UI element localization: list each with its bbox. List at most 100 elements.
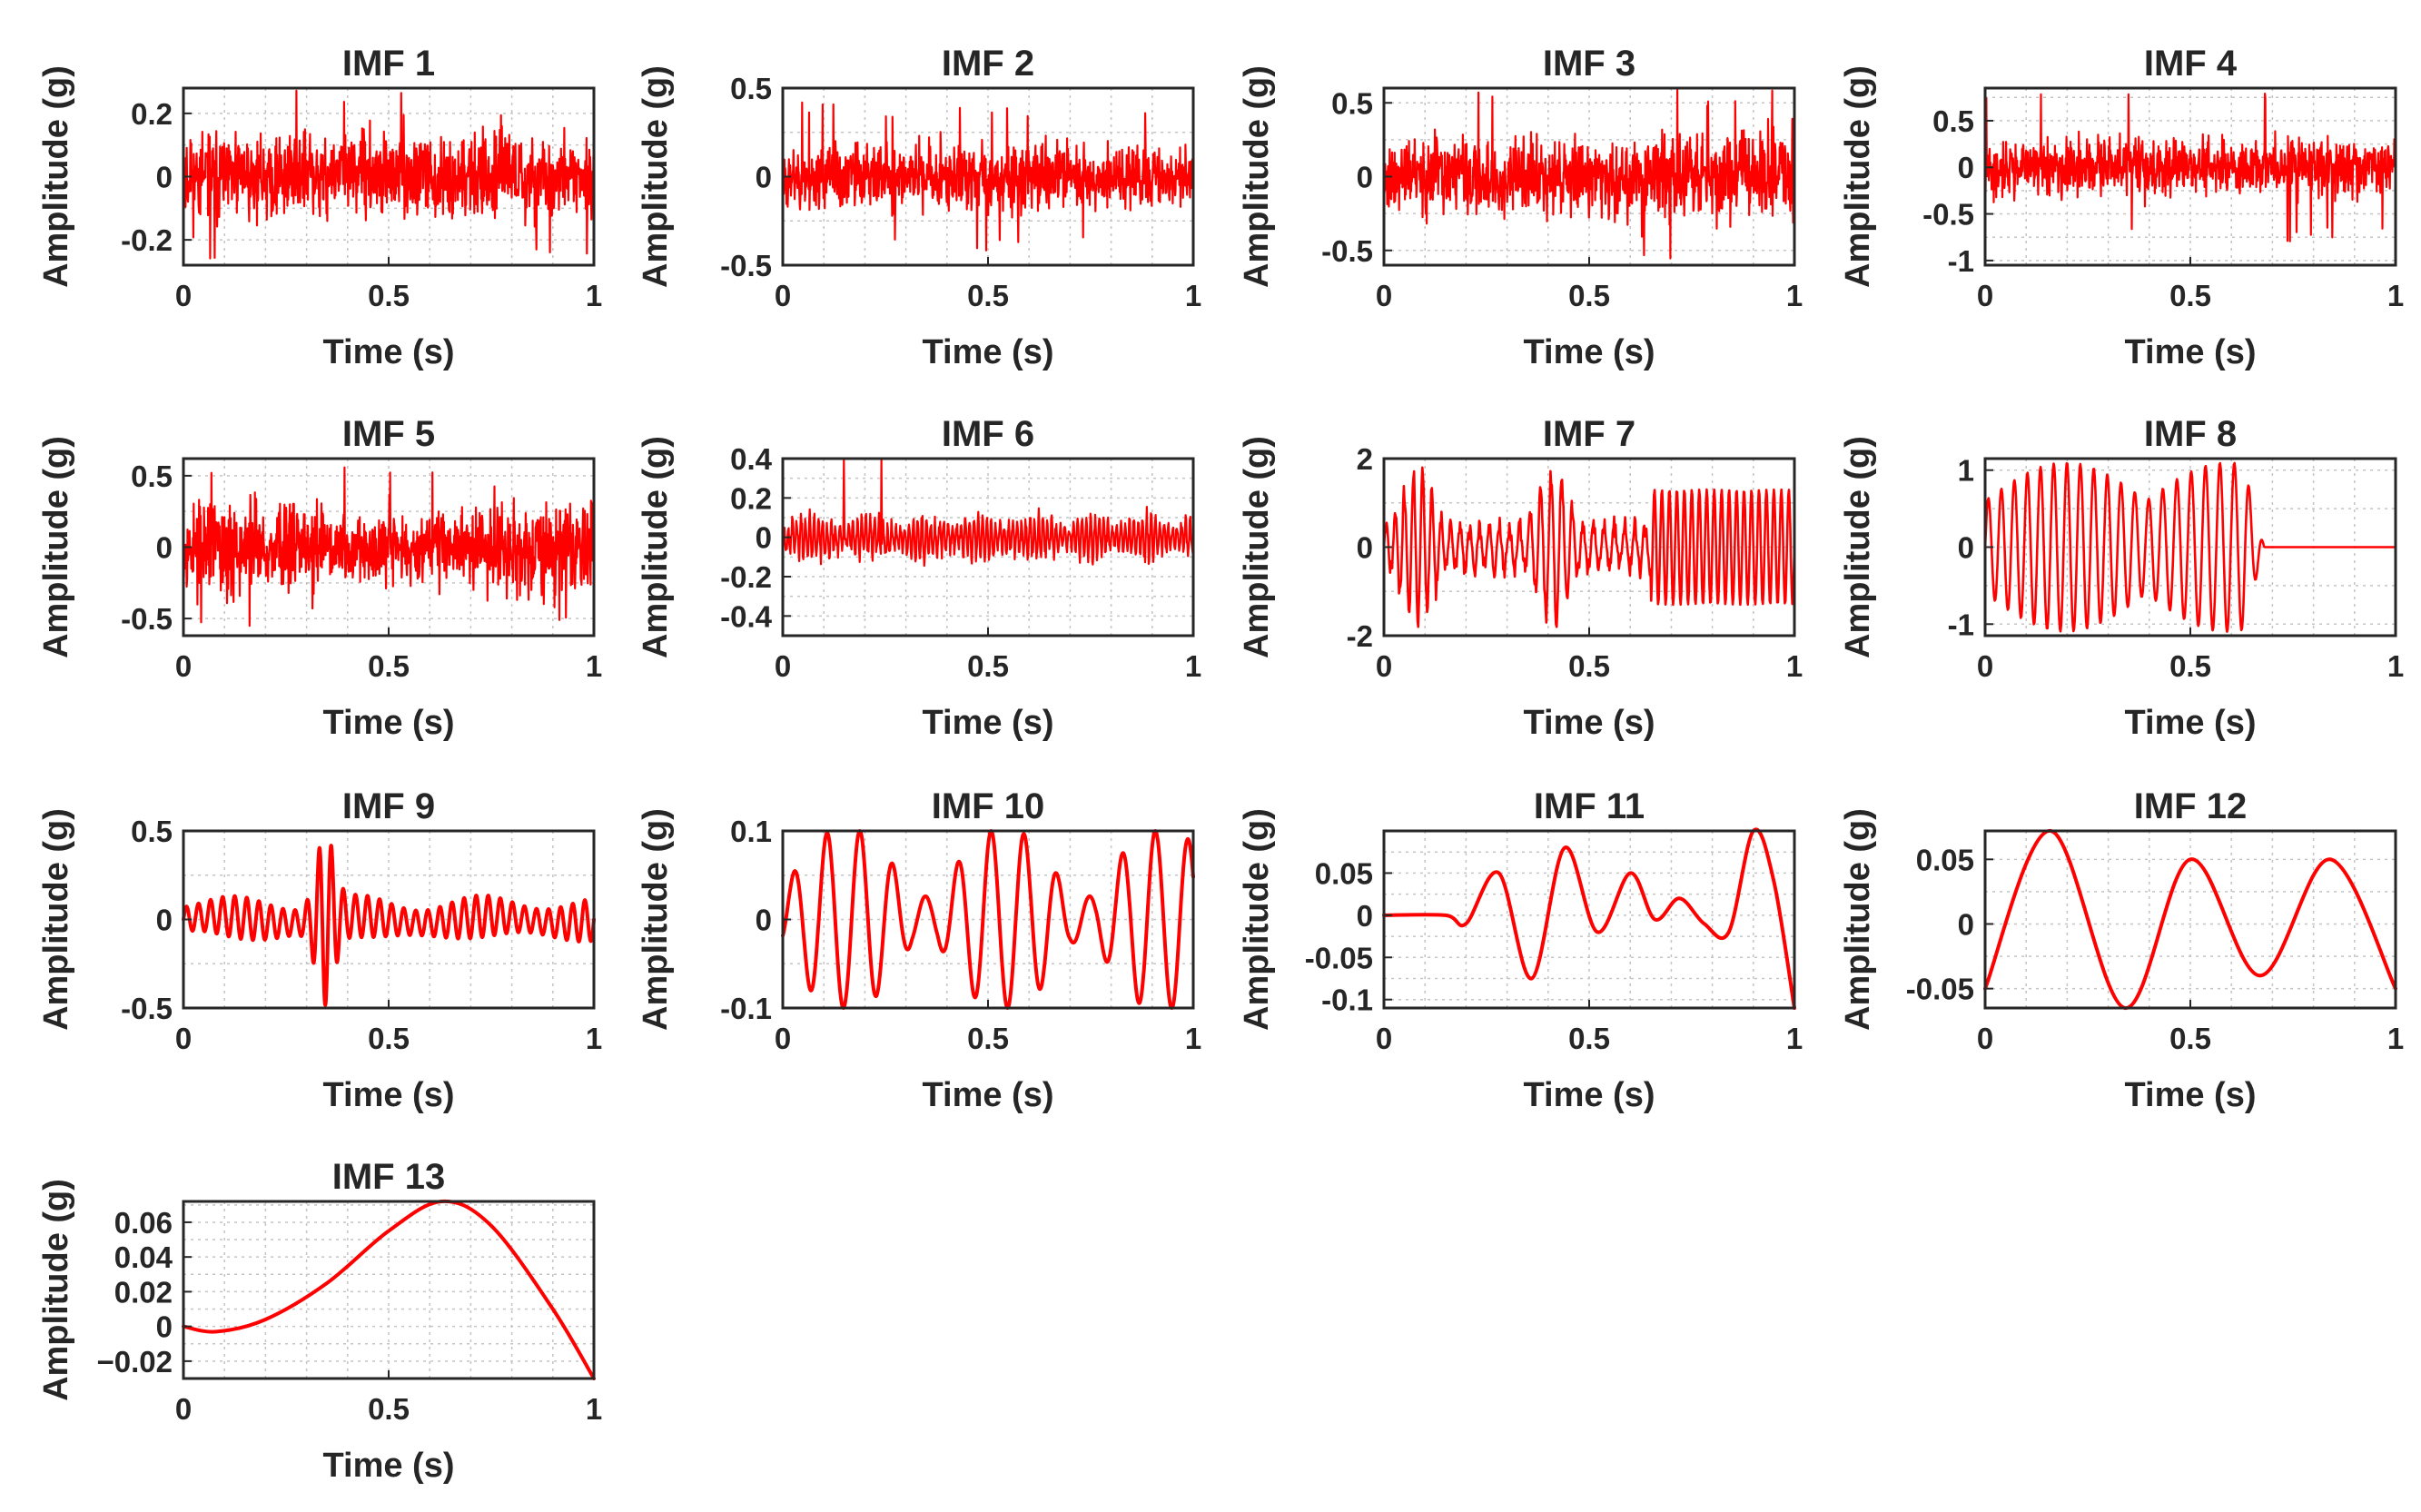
imf-11-ylabel: Amplitude (g)	[1238, 808, 1276, 1031]
imf-8-series-line	[1983, 461, 2397, 633]
imf-5-xtick-label: 0.5	[368, 649, 410, 683]
imf-10-xlabel: Time (s)	[922, 1076, 1053, 1114]
imf-5-ytick-label: 0.5	[131, 460, 173, 493]
imf-10-ytick-label: -0.1	[720, 992, 772, 1025]
imf-1-xtick-label: 0.5	[368, 279, 410, 312]
imf-11-ytick-label: -0.1	[1321, 983, 1373, 1017]
imf-8-title: IMF 8	[2144, 414, 2237, 454]
imf-12-xtick-label: 0.5	[2169, 1022, 2211, 1055]
imf-7-xtick-label: 1	[1786, 649, 1803, 683]
imf-12-xlabel: Time (s)	[2124, 1076, 2256, 1114]
imf-2-ytick-label: 0.5	[730, 72, 772, 105]
imf-3-ytick-label: 0	[1357, 161, 1373, 194]
imf-1-title: IMF 1	[342, 44, 435, 84]
imf-11-xtick-label: 0	[1376, 1022, 1392, 1055]
imf-8-xlabel: Time (s)	[2124, 704, 2256, 742]
imf-2-ylabel: Amplitude (g)	[637, 65, 675, 288]
imf-6-series-line	[781, 457, 1195, 568]
imf-1-ytick-label: -0.2	[121, 223, 173, 257]
imf-9-title: IMF 9	[342, 786, 435, 826]
imf-11-ytick-label: -0.05	[1305, 941, 1373, 974]
imf-2-xtick-label: 0.5	[967, 279, 1009, 312]
imf-13-series-line	[182, 1199, 596, 1380]
imf-3-ytick-label: 0.5	[1331, 86, 1373, 120]
imf-6-xtick-label: 1	[1185, 649, 1201, 683]
imf-7-ylabel: Amplitude (g)	[1238, 436, 1276, 658]
imf-7-series-line	[1382, 466, 1796, 628]
imf-13-xlabel: Time (s)	[322, 1447, 454, 1485]
imf-9-ylabel: Amplitude (g)	[37, 808, 75, 1031]
imf-6-panel: 0 0.5 1 -0.4 -0.2 0 0.2 0.4 IMF 6 Time (s) Amplitu…	[637, 414, 1201, 742]
imf-4-panel: 0 0.5 1 -1 -0.5 0 0.5 IMF 4 Time (s) Amplitude (g…	[1839, 44, 2404, 371]
imf-10-title: IMF 10	[932, 786, 1044, 826]
imf-1-ytick-label: 0.2	[131, 97, 173, 131]
imf-4-title: IMF 4	[2144, 44, 2238, 84]
imf-10-series-line	[781, 829, 1195, 1010]
imf-12-ylabel: Amplitude (g)	[1839, 808, 1877, 1031]
imf-1-xlabel: Time (s)	[322, 333, 454, 371]
imf-11-xlabel: Time (s)	[1523, 1076, 1655, 1114]
imf-3-ytick-label: -0.5	[1321, 234, 1373, 268]
imf-2-title: IMF 2	[942, 44, 1034, 84]
imf-7-xtick-label: 0.5	[1568, 649, 1610, 683]
imf-7-ytick-label: 0	[1357, 531, 1373, 565]
imf-11-ytick-label: 0.05	[1315, 856, 1373, 890]
imf-11-series-line	[1382, 827, 1796, 1010]
imf-8-ylabel: Amplitude (g)	[1839, 436, 1877, 658]
imf-9-xtick-label: 0.5	[368, 1022, 410, 1055]
imf-2-ytick-label: 0	[756, 161, 772, 194]
imf-7-title: IMF 7	[1543, 414, 1635, 454]
imf-11-xtick-label: 1	[1786, 1022, 1803, 1055]
imf-3-title: IMF 3	[1543, 44, 1635, 84]
imf-11-xtick-label: 0.5	[1568, 1022, 1610, 1055]
imf-13-grid	[183, 1201, 594, 1379]
imf-1-ytick-label: 0	[156, 161, 173, 194]
imf-10-ytick-label: 0.1	[730, 815, 772, 848]
imf-13-ytick-label: 0.02	[114, 1275, 173, 1309]
imf-6-ytick-label: 0	[756, 521, 772, 555]
imf-4-ylabel: Amplitude (g)	[1839, 65, 1877, 288]
imf-7-xlabel: Time (s)	[1523, 704, 1655, 742]
imf-5-ytick-label: 0	[156, 531, 173, 565]
imf-2-xlabel: Time (s)	[922, 333, 1053, 371]
imf-4-xtick-label: 0	[1977, 279, 1993, 312]
imf-13-ytick-label: 0.06	[114, 1206, 173, 1240]
imf-9-ytick-label: 0	[156, 904, 173, 937]
imf-9-ytick-label: 0.5	[131, 815, 173, 848]
imf-5-xlabel: Time (s)	[322, 704, 454, 742]
imf-12-ytick-label: 0.05	[1916, 843, 1974, 876]
imf-8-ytick-label: 1	[1958, 454, 1974, 488]
imf-6-ylabel: Amplitude (g)	[637, 436, 675, 658]
imf-9-xlabel: Time (s)	[322, 1076, 454, 1114]
imf-6-xlabel: Time (s)	[922, 704, 1053, 742]
imf-6-ytick-label: -0.2	[720, 560, 772, 594]
imf-10-xtick-label: 0.5	[967, 1022, 1009, 1055]
imf-8-xtick-label: 0.5	[2169, 649, 2211, 683]
imf-4-ytick-label: -0.5	[1922, 198, 1974, 232]
imf-4-xtick-label: 0.5	[2169, 279, 2211, 312]
imf-4-ytick-label: -1	[1948, 244, 1974, 278]
imf-5-ytick-label: -0.5	[121, 602, 173, 636]
imf-7-xtick-label: 0	[1376, 649, 1392, 683]
imf-1-xtick-label: 1	[586, 279, 602, 312]
imf-2-xtick-label: 1	[1185, 279, 1201, 312]
imf-7-ytick-label: 2	[1357, 442, 1373, 476]
imf-12-ytick-label: 0	[1958, 907, 1974, 941]
imf-5-ylabel: Amplitude (g)	[37, 436, 75, 658]
imf-4-ytick-label: 0	[1958, 151, 1974, 184]
imf-3-xtick-label: 0	[1376, 279, 1392, 312]
imf-1-xtick-label: 0	[175, 279, 192, 312]
imf-4-ytick-label: 0.5	[1932, 104, 1974, 138]
imf-13-xtick-label: 1	[586, 1392, 602, 1426]
imf-3-xlabel: Time (s)	[1523, 333, 1655, 371]
imf-4-xtick-label: 1	[2387, 279, 2404, 312]
